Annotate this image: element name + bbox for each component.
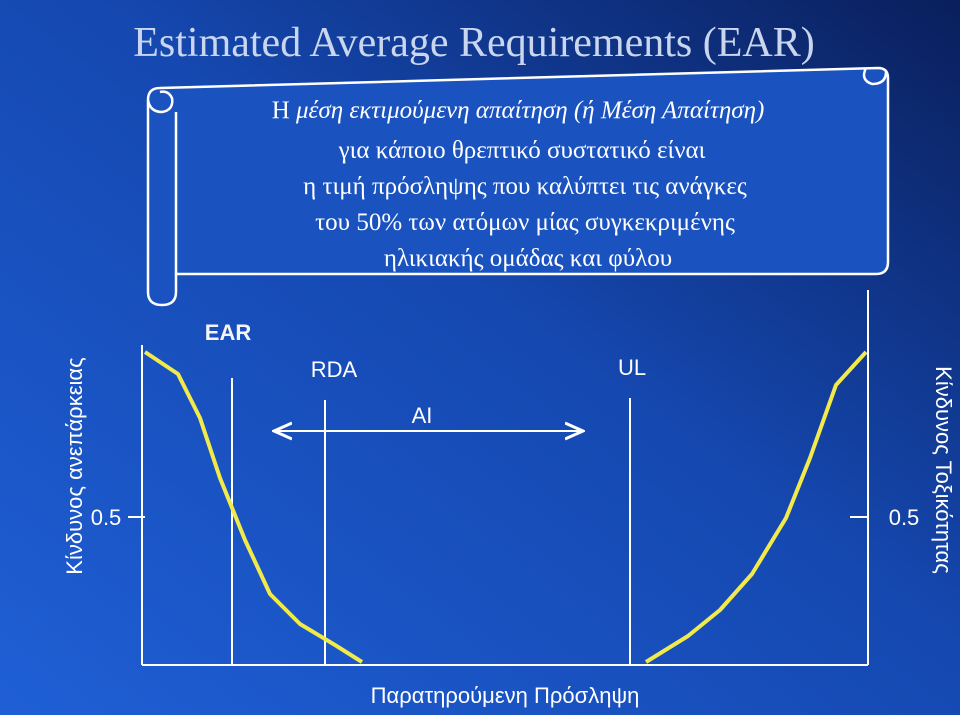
- ul-label: UL: [618, 355, 646, 380]
- rda-label: RDA: [311, 357, 358, 382]
- right-tick-label: 0.5: [889, 505, 920, 530]
- ear-label: EAR: [205, 320, 252, 345]
- left-axis-label: Κίνδυνος ανεπάρκειας: [62, 357, 87, 574]
- slide-title: Estimated Average Requirements (EAR): [133, 20, 815, 66]
- x-axis-label: Παρατηρούμενη Πρόσληψη: [371, 683, 640, 708]
- definition-line: του 50% των ατόμων μίας συγκεκριμένης: [315, 209, 735, 236]
- definition-line: ηλικιακής ομάδας και φύλου: [384, 245, 672, 272]
- toxicity-curve: [644, 350, 868, 664]
- definition-term: μέση εκτιμούμενη απαίτηση (ή Μέση Απαίτη…: [295, 97, 764, 124]
- scroll-shape: [146, 66, 890, 307]
- definition-line: για κάποιο θρεπτικό συστατικό είναι: [338, 137, 706, 164]
- definition-line: η τιμή πρόσληψης που καλύπτει τις ανάγκε…: [303, 173, 747, 200]
- definition-lead: Η: [272, 97, 290, 124]
- deficiency-curve: [143, 350, 364, 664]
- ai-label: AI: [412, 403, 433, 428]
- definition-line: Η μέση εκτιμούμενη απαίτηση (ή Μέση Απαί…: [272, 97, 765, 124]
- axes: [128, 290, 869, 666]
- right-axis-label: Κίνδυνος Τοξικότητας: [931, 366, 956, 574]
- left-tick-label: 0.5: [91, 505, 122, 530]
